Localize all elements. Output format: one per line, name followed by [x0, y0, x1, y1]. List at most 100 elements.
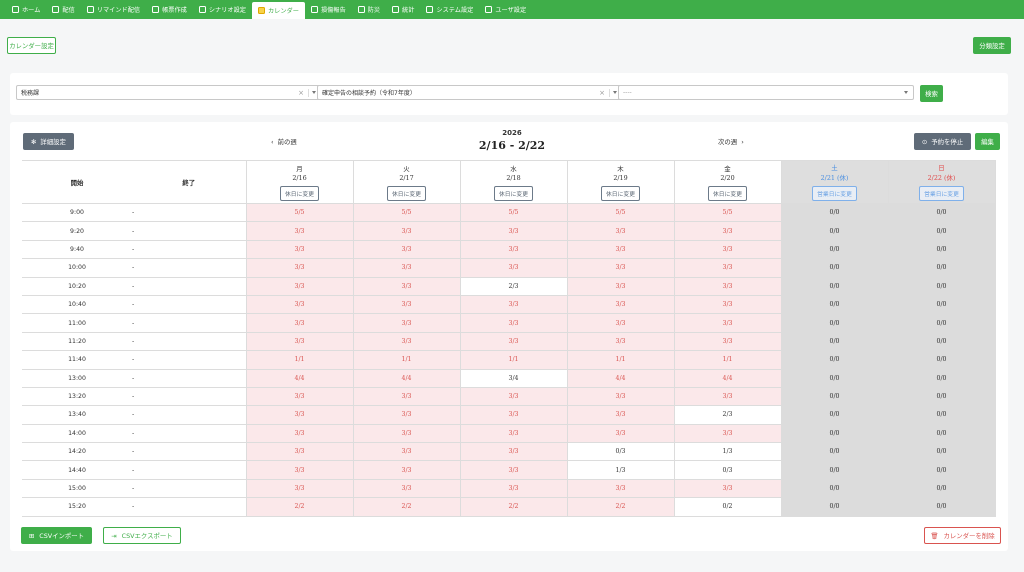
- slot-cell[interactable]: 3/3: [245, 294, 354, 315]
- slot-cell[interactable]: 1/1: [673, 350, 782, 370]
- toggle-holiday-button[interactable]: 営業日に変更: [919, 186, 964, 201]
- slot-cell[interactable]: 0/0: [780, 239, 889, 260]
- slot-cell[interactable]: 0/0: [780, 442, 889, 462]
- slot-cell[interactable]: 0/0: [887, 423, 996, 444]
- slot-cell[interactable]: 0/0: [780, 497, 889, 517]
- slot-cell[interactable]: 3/3: [673, 258, 782, 278]
- slot-cell[interactable]: 3/3: [352, 221, 461, 241]
- slot-cell[interactable]: 5/5: [245, 202, 354, 223]
- slot-cell[interactable]: 1/3: [673, 442, 782, 462]
- slot-cell[interactable]: 0/0: [887, 239, 996, 260]
- category-settings-button[interactable]: 分類設定: [973, 37, 1011, 54]
- slot-cell[interactable]: 0/0: [887, 221, 996, 241]
- slot-cell[interactable]: 4/4: [245, 368, 354, 388]
- chevron-down-icon[interactable]: [904, 91, 908, 94]
- clear-icon[interactable]: ×: [298, 88, 304, 97]
- slot-cell[interactable]: 3/3: [673, 478, 782, 499]
- calendar-settings-button[interactable]: カレンダー設定: [7, 37, 56, 54]
- slot-cell[interactable]: 0/0: [887, 313, 996, 333]
- toggle-holiday-button[interactable]: 休日に変更: [387, 185, 426, 201]
- slot-cell[interactable]: 0/0: [780, 386, 889, 407]
- slot-cell[interactable]: 3/3: [566, 478, 675, 499]
- toggle-holiday-button[interactable]: 休日に変更: [494, 185, 533, 201]
- slot-cell[interactable]: 3/3: [459, 478, 568, 499]
- slot-cell[interactable]: 3/3: [459, 221, 568, 241]
- slot-cell[interactable]: 3/3: [352, 386, 461, 407]
- slot-cell[interactable]: 1/1: [245, 350, 354, 370]
- nav-item-1[interactable]: 配信: [46, 0, 80, 19]
- slot-cell[interactable]: 3/3: [459, 294, 568, 315]
- slot-cell[interactable]: 0/0: [780, 478, 889, 499]
- slot-cell[interactable]: 3/3: [459, 258, 568, 278]
- slot-cell[interactable]: 0/0: [887, 276, 996, 296]
- slot-cell[interactable]: 0/0: [887, 331, 996, 352]
- slot-cell[interactable]: 3/3: [245, 313, 354, 333]
- slot-cell[interactable]: 5/5: [673, 202, 782, 223]
- slot-cell[interactable]: 3/3: [352, 313, 461, 333]
- slot-cell[interactable]: 0/0: [887, 202, 996, 223]
- slot-cell[interactable]: 3/3: [245, 276, 354, 296]
- csv-export-button[interactable]: ⇥ CSVエクスポート: [103, 527, 181, 544]
- slot-cell[interactable]: 2/3: [673, 405, 782, 425]
- slot-cell[interactable]: 0/0: [780, 405, 889, 425]
- search-button[interactable]: 検索: [920, 85, 943, 102]
- slot-cell[interactable]: 3/3: [459, 386, 568, 407]
- slot-cell[interactable]: 3/3: [352, 478, 461, 499]
- toggle-holiday-button[interactable]: 営業日に変更: [812, 186, 857, 201]
- slot-cell[interactable]: 3/3: [566, 386, 675, 407]
- slot-cell[interactable]: 3/3: [566, 239, 675, 260]
- chevron-down-icon[interactable]: [312, 91, 316, 94]
- slot-cell[interactable]: 3/3: [352, 423, 461, 444]
- prev-week-link[interactable]: ‹ 前の週: [271, 137, 297, 146]
- slot-cell[interactable]: 0/0: [780, 423, 889, 444]
- slot-cell[interactable]: 0/0: [887, 497, 996, 517]
- slot-cell[interactable]: 3/3: [245, 221, 354, 241]
- slot-cell[interactable]: 3/3: [352, 460, 461, 480]
- department-select[interactable]: 税務課 ×: [16, 85, 322, 100]
- slot-cell[interactable]: 3/3: [245, 460, 354, 480]
- next-week-link[interactable]: 次の週 ›: [718, 137, 744, 146]
- slot-cell[interactable]: 3/3: [352, 276, 461, 296]
- slot-cell[interactable]: 3/3: [459, 423, 568, 444]
- slot-cell[interactable]: 0/0: [887, 368, 996, 388]
- slot-cell[interactable]: 2/2: [459, 497, 568, 517]
- slot-cell[interactable]: 4/4: [673, 368, 782, 388]
- slot-cell[interactable]: 4/4: [352, 368, 461, 388]
- slot-cell[interactable]: 3/3: [673, 294, 782, 315]
- slot-cell[interactable]: 5/5: [459, 202, 568, 223]
- csv-import-button[interactable]: ⊞ CSVインポート: [21, 527, 92, 544]
- slot-cell[interactable]: 5/5: [566, 202, 675, 223]
- slot-cell[interactable]: 3/3: [352, 331, 461, 352]
- slot-cell[interactable]: 3/3: [459, 442, 568, 462]
- slot-cell[interactable]: 0/0: [780, 258, 889, 278]
- slot-cell[interactable]: 0/0: [887, 350, 996, 370]
- detail-settings-button[interactable]: ✻ 詳細設定: [23, 133, 74, 150]
- slot-cell[interactable]: 3/3: [245, 442, 354, 462]
- slot-cell[interactable]: 3/3: [352, 239, 461, 260]
- slot-cell[interactable]: 4/4: [566, 368, 675, 388]
- slot-cell[interactable]: 2/3: [459, 276, 568, 296]
- slot-cell[interactable]: 0/0: [887, 386, 996, 407]
- slot-cell[interactable]: 3/3: [566, 276, 675, 296]
- slot-cell[interactable]: 3/3: [245, 239, 354, 260]
- slot-cell[interactable]: 3/3: [673, 276, 782, 296]
- slot-cell[interactable]: 3/3: [459, 460, 568, 480]
- slot-cell[interactable]: 0/0: [887, 405, 996, 425]
- slot-cell[interactable]: 3/3: [673, 313, 782, 333]
- slot-cell[interactable]: 1/1: [566, 350, 675, 370]
- clear-icon[interactable]: ×: [599, 88, 605, 97]
- slot-cell[interactable]: 0/0: [780, 350, 889, 370]
- slot-cell[interactable]: 1/3: [566, 460, 675, 480]
- slot-cell[interactable]: 0/0: [887, 460, 996, 480]
- slot-cell[interactable]: 0/0: [780, 331, 889, 352]
- slot-cell[interactable]: 0/0: [780, 221, 889, 241]
- slot-cell[interactable]: 3/3: [673, 239, 782, 260]
- slot-cell[interactable]: 3/3: [459, 331, 568, 352]
- slot-cell[interactable]: 0/2: [673, 497, 782, 517]
- nav-item-8[interactable]: 統計: [386, 0, 420, 19]
- slot-cell[interactable]: 0/0: [887, 294, 996, 315]
- nav-item-6[interactable]: 損傷報告: [305, 0, 352, 19]
- slot-cell[interactable]: 3/3: [566, 294, 675, 315]
- slot-cell[interactable]: 0/0: [780, 294, 889, 315]
- slot-cell[interactable]: 3/3: [245, 331, 354, 352]
